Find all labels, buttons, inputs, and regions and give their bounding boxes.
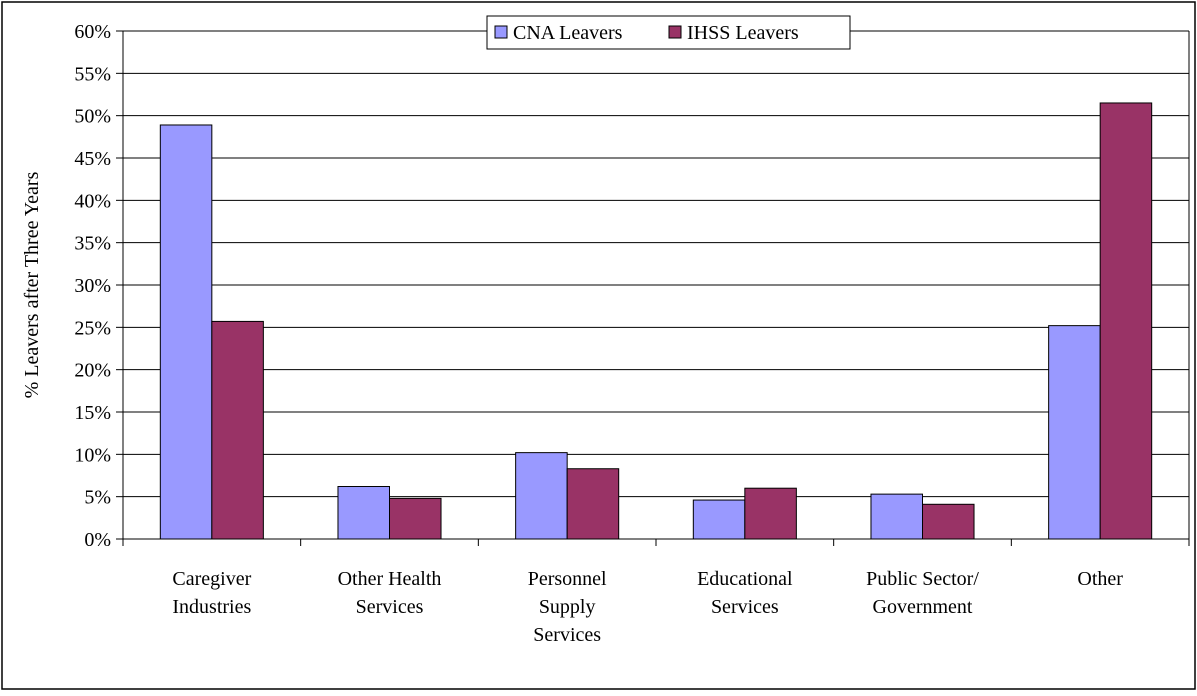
bar	[211, 320, 264, 540]
y-tick-label: 0%	[84, 529, 111, 551]
bar	[870, 493, 924, 540]
legend-swatch	[668, 25, 682, 39]
y-tick-label: 40%	[74, 190, 111, 212]
category-label: Other	[1077, 568, 1123, 590]
bar	[159, 124, 213, 540]
category-label: Caregiver Industries	[172, 568, 251, 618]
y-tick-label: 25%	[74, 317, 111, 339]
y-tick-label: 60%	[74, 21, 111, 43]
bar	[389, 497, 442, 540]
y-tick-label: 15%	[74, 402, 111, 424]
labels: 0% 5% 10% 15% 20% 25% 30% 35% 40% 45% 50% 55% 60% Car…	[74, 21, 1123, 646]
bar	[566, 468, 620, 540]
bar	[744, 487, 797, 540]
legend: CNA Leavers IHSS Leavers	[486, 15, 851, 50]
bar	[922, 503, 975, 540]
y-tick-label: 45%	[74, 148, 111, 170]
y-tick-label: 35%	[74, 233, 111, 255]
bar	[692, 499, 746, 540]
bars	[159, 102, 1153, 540]
category-label: Personnel Supply Services	[528, 568, 607, 646]
y-tick-label: 55%	[74, 63, 111, 85]
y-tick-label: 5%	[84, 487, 111, 509]
legend-swatch	[494, 25, 508, 39]
axes	[116, 30, 1190, 546]
bar	[515, 452, 568, 540]
legend-label: IHSS Leavers	[687, 22, 799, 44]
legend-label: CNA Leavers	[513, 22, 623, 44]
y-tick-label: 20%	[74, 360, 111, 382]
category-label: Other Health Services	[338, 568, 442, 618]
category-label: Public Sector/Government	[866, 568, 979, 618]
y-tick-label: 10%	[74, 444, 111, 466]
y-tick-label: 50%	[74, 106, 111, 128]
gridlines	[123, 30, 1189, 498]
category-label: Educational Services	[697, 568, 793, 618]
y-axis-title: % Leavers after Three Years	[21, 171, 43, 398]
bar	[337, 486, 390, 540]
bar	[1048, 325, 1101, 540]
y-tick-label: 30%	[74, 275, 111, 297]
bar	[1099, 102, 1153, 540]
